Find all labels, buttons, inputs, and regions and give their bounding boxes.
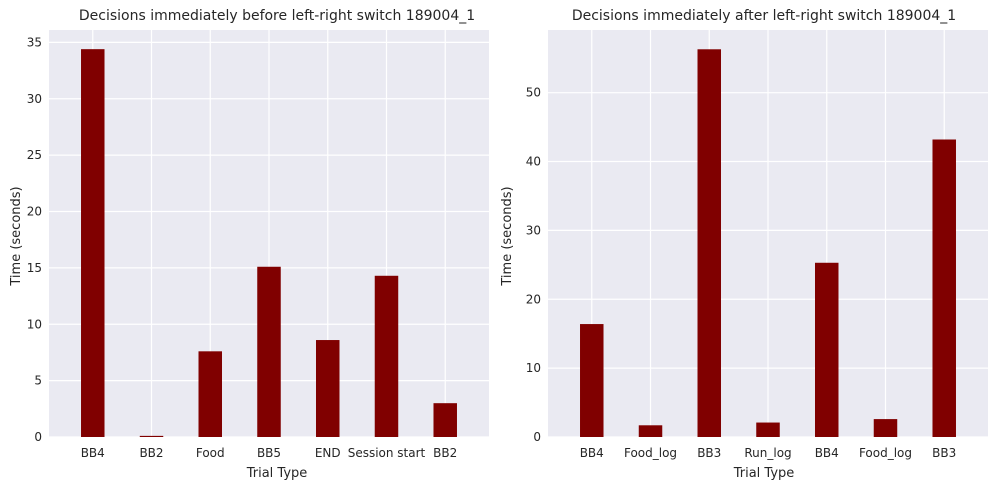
x-axis-label: Trial Type bbox=[246, 466, 308, 481]
plot-area bbox=[49, 30, 489, 438]
plot-area bbox=[548, 30, 988, 438]
x-tick-label: END bbox=[315, 446, 341, 460]
bar bbox=[81, 49, 105, 438]
x-tick-label: Food_log bbox=[624, 446, 677, 460]
chart-before-switch: Decisions immediately before left-right … bbox=[9, 8, 489, 481]
x-tick-label: BB4 bbox=[580, 446, 604, 460]
x-tick-label: BB4 bbox=[81, 446, 105, 460]
x-tick-label: BB5 bbox=[257, 446, 281, 460]
y-tick-label: 25 bbox=[27, 148, 42, 162]
bar bbox=[257, 266, 281, 437]
bar bbox=[873, 419, 898, 437]
bar bbox=[638, 425, 663, 437]
bar bbox=[198, 351, 223, 437]
y-axis-label: Time (seconds) bbox=[9, 186, 24, 286]
bar bbox=[139, 435, 164, 437]
x-tick-label: Food_log bbox=[859, 446, 912, 460]
y-tick-label: 20 bbox=[27, 205, 42, 219]
x-tick-label: Session start bbox=[348, 446, 426, 460]
y-tick-label: 0 bbox=[533, 430, 541, 444]
x-tick-label: BB3 bbox=[697, 446, 721, 460]
y-tick-label: 5 bbox=[34, 374, 42, 388]
y-tick-label: 35 bbox=[27, 35, 42, 49]
chart-title: Decisions immediately after left-right s… bbox=[572, 8, 956, 24]
y-tick-label: 10 bbox=[27, 317, 42, 331]
x-tick-label: BB2 bbox=[433, 446, 457, 460]
x-tick-label: Run_log bbox=[744, 446, 791, 460]
x-tick-label: BB2 bbox=[139, 446, 163, 460]
y-tick-label: 40 bbox=[526, 155, 541, 169]
y-tick-label: 30 bbox=[526, 223, 541, 237]
x-tick-label: Food bbox=[196, 446, 225, 460]
x-axis-label: Trial Type bbox=[733, 466, 795, 481]
bar bbox=[697, 49, 722, 438]
chart-after-switch: Decisions immediately after left-right s… bbox=[500, 8, 988, 481]
y-tick-label: 50 bbox=[526, 86, 541, 100]
y-tick-label: 10 bbox=[526, 361, 541, 375]
bar bbox=[315, 340, 340, 437]
x-tick-label: BB3 bbox=[932, 446, 956, 460]
bar bbox=[932, 139, 956, 437]
y-axis-label: Time (seconds) bbox=[500, 186, 515, 286]
y-tick-label: 30 bbox=[27, 92, 42, 106]
y-tick-label: 20 bbox=[526, 292, 541, 306]
bar bbox=[374, 275, 399, 437]
chart-title: Decisions immediately before left-right … bbox=[79, 8, 475, 24]
bar bbox=[756, 422, 780, 437]
bar bbox=[814, 262, 839, 437]
bar bbox=[580, 324, 604, 437]
y-tick-label: 0 bbox=[34, 430, 42, 444]
bar bbox=[433, 403, 457, 437]
x-tick-label: BB4 bbox=[815, 446, 839, 460]
y-tick-label: 15 bbox=[27, 261, 42, 275]
